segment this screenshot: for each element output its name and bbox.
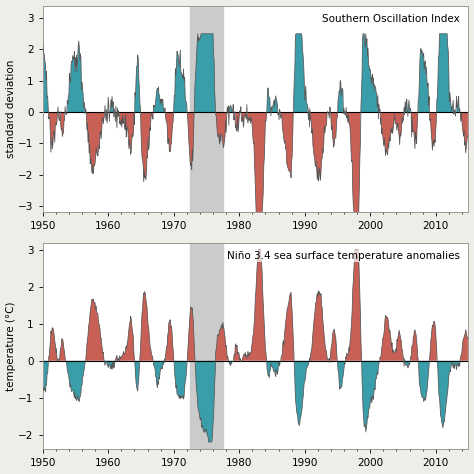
Bar bbox=[190, 243, 223, 449]
Text: Niño 3.4 sea surface temperature anomalies: Niño 3.4 sea surface temperature anomali… bbox=[227, 251, 460, 261]
Text: Southern Oscillation Index: Southern Oscillation Index bbox=[322, 14, 460, 24]
Y-axis label: standard deviation: standard deviation bbox=[6, 60, 16, 158]
Y-axis label: temperature (°C): temperature (°C) bbox=[6, 301, 16, 391]
Bar bbox=[190, 6, 223, 212]
